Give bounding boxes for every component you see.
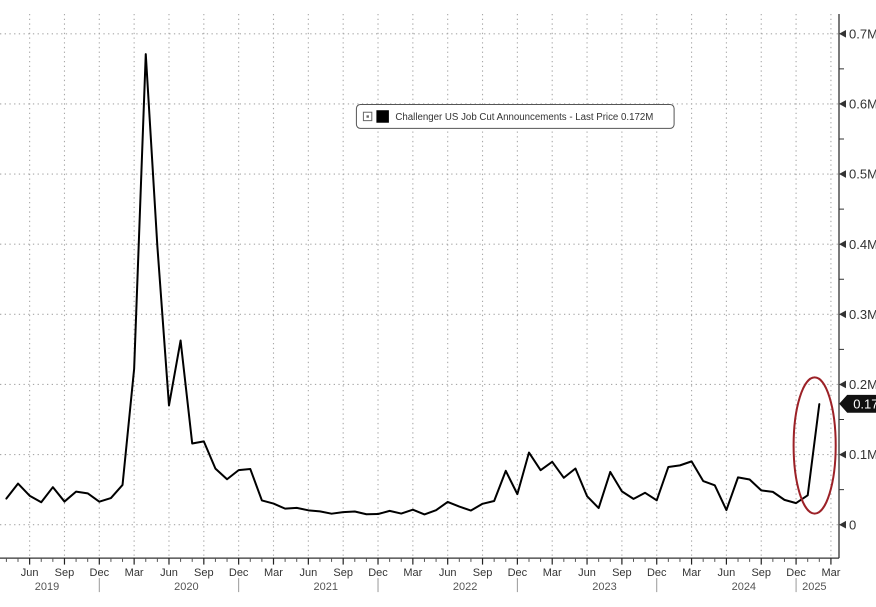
svg-text:Sep: Sep <box>751 567 771 579</box>
svg-text:2019: 2019 <box>35 581 59 593</box>
svg-text:Jun: Jun <box>718 567 736 579</box>
svg-text:Mar: Mar <box>821 567 840 579</box>
svg-text:Dec: Dec <box>90 567 110 579</box>
svg-text:Dec: Dec <box>368 567 388 579</box>
svg-text:Dec: Dec <box>786 567 806 579</box>
svg-text:0.4M: 0.4M <box>849 237 876 252</box>
svg-text:Mar: Mar <box>264 567 283 579</box>
svg-text:Dec: Dec <box>647 567 667 579</box>
svg-text:0.5M: 0.5M <box>849 167 876 182</box>
svg-text:Jun: Jun <box>21 567 39 579</box>
svg-text:Mar: Mar <box>125 567 144 579</box>
svg-text:0.3M: 0.3M <box>849 307 876 322</box>
svg-text:Mar: Mar <box>403 567 422 579</box>
svg-text:Jun: Jun <box>299 567 317 579</box>
svg-text:Jun: Jun <box>439 567 457 579</box>
svg-text:0.2M: 0.2M <box>849 377 876 392</box>
svg-text:2023: 2023 <box>592 581 616 593</box>
svg-text:Sep: Sep <box>612 567 632 579</box>
svg-text:2022: 2022 <box>453 581 477 593</box>
svg-text:Sep: Sep <box>473 567 493 579</box>
svg-text:Dec: Dec <box>508 567 528 579</box>
svg-text:0.7M: 0.7M <box>849 26 876 41</box>
svg-text:2025: 2025 <box>802 581 826 593</box>
svg-text:0.6M: 0.6M <box>849 97 876 112</box>
svg-text:Mar: Mar <box>543 567 562 579</box>
svg-text:Challenger US Job Cut Announce: Challenger US Job Cut Announcements - La… <box>395 112 653 123</box>
svg-text:Jun: Jun <box>160 567 178 579</box>
svg-text:Sep: Sep <box>333 567 353 579</box>
svg-text:Sep: Sep <box>55 567 75 579</box>
svg-text:0: 0 <box>849 517 856 532</box>
svg-text:2024: 2024 <box>732 581 756 593</box>
svg-text:2020: 2020 <box>174 581 198 593</box>
svg-text:Jun: Jun <box>578 567 596 579</box>
svg-text:Dec: Dec <box>229 567 249 579</box>
svg-text:Sep: Sep <box>194 567 214 579</box>
svg-text:Mar: Mar <box>682 567 701 579</box>
svg-text:2021: 2021 <box>314 581 338 593</box>
svg-text:0.172M: 0.172M <box>853 396 876 411</box>
svg-text:0.1M: 0.1M <box>849 447 876 462</box>
